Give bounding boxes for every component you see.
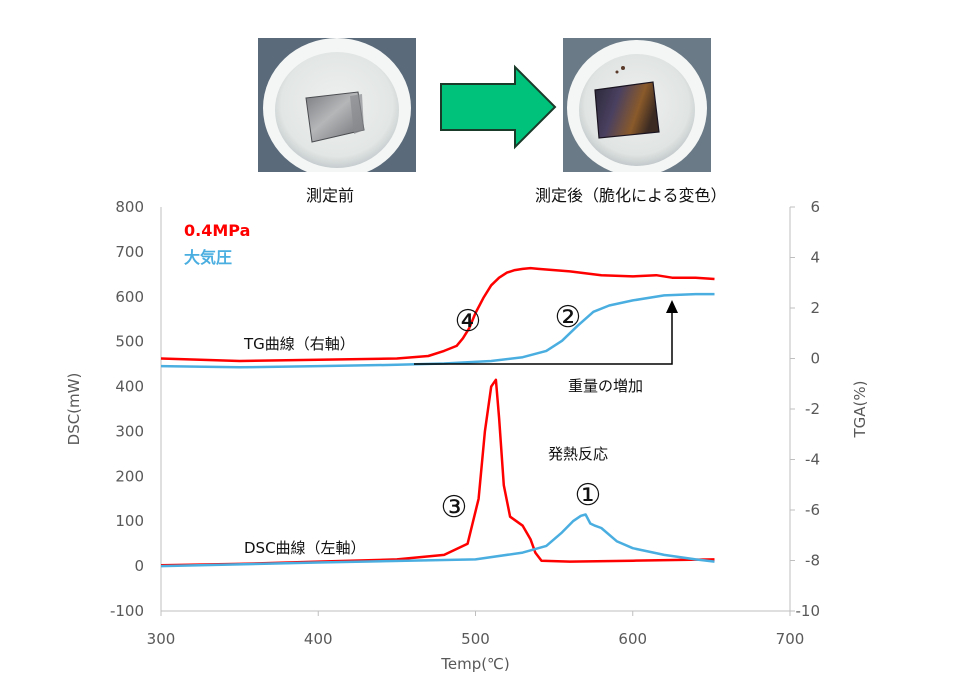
y-right-tick-label: -2 bbox=[805, 400, 820, 418]
legend-entry: 0.4MPa bbox=[184, 221, 250, 240]
legend-entry: 大気圧 bbox=[184, 248, 232, 267]
marker-1: ① bbox=[575, 478, 602, 513]
y-left-tick-label: 800 bbox=[115, 198, 144, 216]
marker-4: ④ bbox=[455, 304, 482, 339]
y-right-tick-label: -6 bbox=[805, 501, 820, 519]
caption-after: 測定後（脆化による変色） bbox=[535, 186, 727, 205]
marker-3: ③ bbox=[441, 490, 468, 525]
annotation-exothermic: 発熱反応 bbox=[548, 445, 608, 463]
y-left-tick-label: 700 bbox=[115, 243, 144, 261]
y-right-tick-label: -4 bbox=[805, 451, 820, 469]
weight-gain-arrow-line bbox=[414, 312, 673, 365]
x-tick-label: 400 bbox=[304, 630, 333, 648]
x-axis-title: Temp(℃) bbox=[440, 655, 510, 673]
caption-before: 測定前 bbox=[306, 186, 355, 205]
y-right-tick-label: -10 bbox=[796, 602, 821, 620]
y-left-tick-label: 500 bbox=[115, 333, 144, 351]
chart-labels: 300 400 500 600 700-100010020030040050060070… bbox=[65, 198, 869, 673]
y-right-axis-title: TGA(%) bbox=[851, 380, 869, 438]
series-line-dsc-pressure bbox=[160, 378, 715, 567]
y-right-tick-label: 6 bbox=[810, 198, 820, 216]
y-left-tick-label: 300 bbox=[115, 422, 144, 440]
annotation-tg-curve: TG曲線（右軸） bbox=[243, 335, 355, 353]
x-tick-label: 700 bbox=[776, 630, 805, 648]
y-right-tick-label: 0 bbox=[810, 350, 820, 368]
y-left-tick-label: 200 bbox=[115, 467, 144, 485]
y-left-axis-title: DSC(mW) bbox=[65, 373, 83, 446]
series-line-tg-pressure bbox=[160, 266, 715, 363]
y-left-tick-label: -100 bbox=[110, 602, 144, 620]
y-right-tick-label: 2 bbox=[810, 299, 820, 317]
series-line-tg-atm bbox=[160, 292, 715, 369]
chart-marks bbox=[160, 266, 715, 568]
y-left-tick-label: 400 bbox=[115, 378, 144, 396]
y-right-tick-label: -8 bbox=[805, 552, 820, 570]
y-left-tick-label: 600 bbox=[115, 288, 144, 306]
arrow-right-icon bbox=[440, 64, 557, 150]
x-tick-label: 500 bbox=[461, 630, 490, 648]
x-tick-label: 300 bbox=[147, 630, 176, 648]
marker-2: ② bbox=[555, 300, 582, 335]
annotation-weight-gain: 重量の増加 bbox=[568, 377, 643, 395]
photo-before-measurement bbox=[258, 38, 416, 178]
y-left-tick-label: 100 bbox=[115, 512, 144, 530]
series-line-dsc-atm bbox=[160, 513, 715, 568]
y-right-tick-label: 4 bbox=[810, 249, 820, 267]
chart-axes bbox=[160, 206, 795, 616]
weight-gain-arrow-head bbox=[666, 300, 678, 313]
annotation-dsc-curve: DSC曲線（左軸） bbox=[244, 539, 366, 557]
y-left-tick-label: 0 bbox=[134, 557, 144, 575]
x-tick-label: 600 bbox=[618, 630, 647, 648]
photo-after-measurement bbox=[563, 38, 721, 176]
